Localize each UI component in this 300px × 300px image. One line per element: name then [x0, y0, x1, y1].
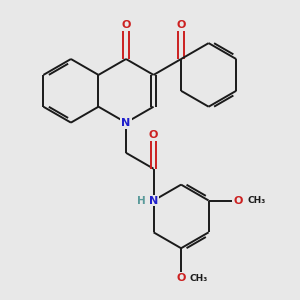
Text: N: N [149, 196, 158, 206]
Text: O: O [176, 273, 186, 283]
Text: CH₃: CH₃ [247, 196, 266, 205]
Text: O: O [149, 130, 158, 140]
Text: O: O [233, 196, 242, 206]
Text: H: H [136, 196, 145, 206]
Text: CH₃: CH₃ [190, 274, 208, 283]
Text: N: N [122, 118, 130, 128]
Text: O: O [176, 20, 186, 30]
Text: O: O [121, 20, 131, 30]
